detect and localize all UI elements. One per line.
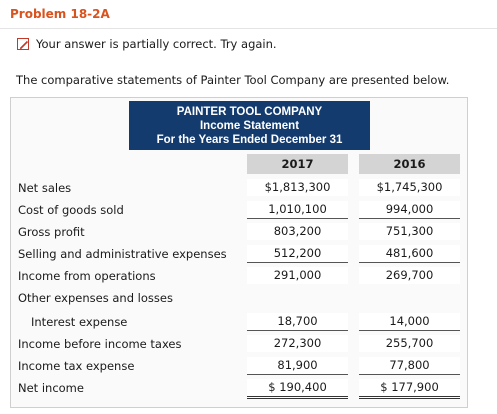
title-divider [0,28,497,29]
statement-period: For the Years Ended December 31 [156,134,343,146]
column-header-2016: 2016 [359,154,460,174]
row-income-tax-expense: Income tax expense 81,900 77,800 [11,355,467,377]
value-2016: $ 177,900 [359,379,460,399]
value-2016: 255,700 [359,335,460,352]
value-2017: $ 190,400 [247,379,348,399]
value-2016: 77,800 [359,357,460,375]
row-label: Income from operations [18,269,156,283]
value-2016: 751,300 [359,223,460,240]
row-label: Selling and administrative expenses [18,247,227,261]
statement-name: Income Statement [199,120,300,132]
company-name: PAINTER TOOL COMPANY [176,106,323,118]
row-net-income: Net income $ 190,400 $ 177,900 [11,377,467,399]
value-2017: 272,300 [247,335,348,352]
income-statement: PAINTER TOOL COMPANY Income Statement Fo… [10,97,468,408]
column-header-2017: 2017 [247,154,348,174]
statement-header: PAINTER TOOL COMPANY Income Statement Fo… [129,101,370,150]
problem-title: Problem 18-2A [10,7,110,21]
row-label: Net income [18,381,84,395]
value-2016: 14,000 [359,313,460,331]
row-income-from-operations: Income from operations 291,000 269,700 [11,265,467,287]
row-interest-expense: Interest expense 18,700 14,000 [11,311,467,333]
value-2016: 481,600 [359,245,460,263]
pencil-icon [17,38,29,50]
value-2017: 291,000 [247,267,348,284]
row-net-sales: Net sales $1,813,300 $1,745,300 [11,177,467,199]
row-cost-of-goods-sold: Cost of goods sold 1,010,100 994,000 [11,199,467,221]
row-selling-admin-expenses: Selling and administrative expenses 512,… [11,243,467,265]
value-2016: 269,700 [359,267,460,284]
value-2016: $1,745,300 [359,179,460,196]
row-other-expenses-losses: Other expenses and losses [11,287,467,309]
value-2017: $1,813,300 [247,179,348,196]
row-label: Cost of goods sold [18,203,124,217]
value-2017: 512,200 [247,245,348,263]
value-2017: 81,900 [247,357,348,375]
value-2017: 18,700 [247,313,348,331]
row-income-before-taxes: Income before income taxes 272,300 255,7… [11,333,467,355]
feedback-message: Your answer is partially correct. Try ag… [36,37,277,51]
row-gross-profit: Gross profit 803,200 751,300 [11,221,467,243]
value-2017: 1,010,100 [247,201,348,219]
row-label: Other expenses and losses [18,291,173,305]
row-label: Gross profit [18,225,85,239]
row-label: Income before income taxes [18,337,182,351]
intro-text: The comparative statements of Painter To… [16,73,450,87]
row-label: Net sales [18,181,72,195]
value-2016: 994,000 [359,201,460,219]
value-2017: 803,200 [247,223,348,240]
row-label: Income tax expense [18,359,135,373]
row-label: Interest expense [31,315,128,329]
